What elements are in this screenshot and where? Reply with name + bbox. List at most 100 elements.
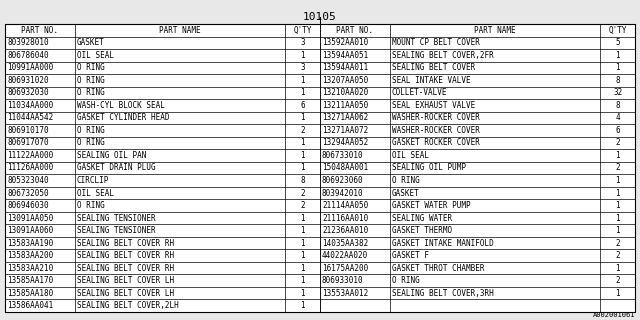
Text: 6: 6 <box>616 126 620 135</box>
Text: SEALING BELT COVER LH: SEALING BELT COVER LH <box>77 276 174 285</box>
Text: 13271AA072: 13271AA072 <box>322 126 368 135</box>
Text: 806933010: 806933010 <box>322 276 364 285</box>
Text: SEALING WATER: SEALING WATER <box>392 213 452 223</box>
Text: 1: 1 <box>616 226 620 235</box>
Text: GASKET: GASKET <box>392 188 420 197</box>
Text: 1: 1 <box>300 264 305 273</box>
Text: 15048AA001: 15048AA001 <box>322 164 368 172</box>
Text: SEALING BELT COVER,2LH: SEALING BELT COVER,2LH <box>77 301 179 310</box>
Text: 8: 8 <box>616 101 620 110</box>
Text: GASKET: GASKET <box>77 38 105 47</box>
Text: 13091AA060: 13091AA060 <box>7 226 53 235</box>
Text: 805323040: 805323040 <box>7 176 49 185</box>
Text: Q'TY: Q'TY <box>293 26 312 35</box>
Text: 13586AA041: 13586AA041 <box>7 301 53 310</box>
Text: 8: 8 <box>616 76 620 85</box>
Text: SEALING TENSIONER: SEALING TENSIONER <box>77 226 156 235</box>
Text: SEALING OIL PAN: SEALING OIL PAN <box>77 151 147 160</box>
Text: 21114AA050: 21114AA050 <box>322 201 368 210</box>
Text: OIL SEAL: OIL SEAL <box>77 188 114 197</box>
Text: 1: 1 <box>300 151 305 160</box>
Text: 806923060: 806923060 <box>322 176 364 185</box>
Text: 14035AA382: 14035AA382 <box>322 239 368 248</box>
Text: O RING: O RING <box>392 176 420 185</box>
Text: MOUNT CP BELT COVER: MOUNT CP BELT COVER <box>392 38 480 47</box>
Text: 1: 1 <box>300 289 305 298</box>
Text: 3: 3 <box>300 63 305 72</box>
Text: 13294AA052: 13294AA052 <box>322 139 368 148</box>
Text: 13583AA200: 13583AA200 <box>7 251 53 260</box>
Text: SEALING BELT COVER: SEALING BELT COVER <box>392 63 475 72</box>
Text: 13594AA051: 13594AA051 <box>322 51 368 60</box>
Text: 32: 32 <box>613 88 622 97</box>
Text: 806946030: 806946030 <box>7 201 49 210</box>
Text: CIRCLIP: CIRCLIP <box>77 176 109 185</box>
Text: 10991AA000: 10991AA000 <box>7 63 53 72</box>
Text: 806733010: 806733010 <box>322 151 364 160</box>
Text: 21116AA010: 21116AA010 <box>322 213 368 223</box>
Text: 21236AA010: 21236AA010 <box>322 226 368 235</box>
Text: GASKET WATER PUMP: GASKET WATER PUMP <box>392 201 470 210</box>
Text: 13210AA020: 13210AA020 <box>322 88 368 97</box>
Text: SEALING BELT COVER,2FR: SEALING BELT COVER,2FR <box>392 51 493 60</box>
Text: 11122AA000: 11122AA000 <box>7 151 53 160</box>
Text: OIL SEAL: OIL SEAL <box>77 51 114 60</box>
Text: 1: 1 <box>616 264 620 273</box>
Text: 803928010: 803928010 <box>7 38 49 47</box>
Text: 1: 1 <box>300 113 305 123</box>
Text: SEALING OIL PUMP: SEALING OIL PUMP <box>392 164 466 172</box>
Text: 1: 1 <box>616 51 620 60</box>
Text: O RING: O RING <box>77 88 105 97</box>
Text: 1: 1 <box>300 164 305 172</box>
Text: PART NAME: PART NAME <box>159 26 201 35</box>
Text: 1: 1 <box>300 51 305 60</box>
Text: 11126AA000: 11126AA000 <box>7 164 53 172</box>
Text: GASKET THROT CHAMBER: GASKET THROT CHAMBER <box>392 264 484 273</box>
Text: PART NO.: PART NO. <box>337 26 374 35</box>
Text: 1: 1 <box>616 63 620 72</box>
Text: 8: 8 <box>300 176 305 185</box>
Text: 806917070: 806917070 <box>7 139 49 148</box>
Text: SEAL INTAKE VALVE: SEAL INTAKE VALVE <box>392 76 470 85</box>
Text: SEALING BELT COVER,3RH: SEALING BELT COVER,3RH <box>392 289 493 298</box>
Text: GASKET ROCKER COVER: GASKET ROCKER COVER <box>392 139 480 148</box>
Text: 1: 1 <box>616 176 620 185</box>
Text: 2: 2 <box>616 239 620 248</box>
Text: O RING: O RING <box>77 139 105 148</box>
Text: 2: 2 <box>616 164 620 172</box>
Text: 1: 1 <box>616 289 620 298</box>
Text: 1: 1 <box>300 301 305 310</box>
Text: 2: 2 <box>300 201 305 210</box>
Text: SEALING BELT COVER LH: SEALING BELT COVER LH <box>77 289 174 298</box>
Text: 1: 1 <box>300 276 305 285</box>
Text: 806732050: 806732050 <box>7 188 49 197</box>
Text: PART NAME: PART NAME <box>474 26 516 35</box>
Text: 13553AA012: 13553AA012 <box>322 289 368 298</box>
Text: GASKET F: GASKET F <box>392 251 429 260</box>
Text: 3: 3 <box>300 38 305 47</box>
Text: GASKET DRAIN PLUG: GASKET DRAIN PLUG <box>77 164 156 172</box>
Text: WASHER-ROCKER COVER: WASHER-ROCKER COVER <box>392 113 480 123</box>
Text: 13585AA180: 13585AA180 <box>7 289 53 298</box>
Text: 13594AA011: 13594AA011 <box>322 63 368 72</box>
Text: 803942010: 803942010 <box>322 188 364 197</box>
Text: 13583AA190: 13583AA190 <box>7 239 53 248</box>
Text: 2: 2 <box>616 139 620 148</box>
Text: COLLET-VALVE: COLLET-VALVE <box>392 88 447 97</box>
Text: A002001061: A002001061 <box>593 312 635 318</box>
Text: 13271AA062: 13271AA062 <box>322 113 368 123</box>
Text: 806931020: 806931020 <box>7 76 49 85</box>
Text: WASH-CYL BLOCK SEAL: WASH-CYL BLOCK SEAL <box>77 101 165 110</box>
Text: 6: 6 <box>300 101 305 110</box>
Text: 16175AA200: 16175AA200 <box>322 264 368 273</box>
Text: 806932030: 806932030 <box>7 88 49 97</box>
Text: GASKET CYLINDER HEAD: GASKET CYLINDER HEAD <box>77 113 170 123</box>
Text: 1: 1 <box>300 76 305 85</box>
Text: 1: 1 <box>616 201 620 210</box>
Text: 11034AA000: 11034AA000 <box>7 101 53 110</box>
Text: 4: 4 <box>616 113 620 123</box>
Text: 13091AA050: 13091AA050 <box>7 213 53 223</box>
Text: 10105: 10105 <box>303 12 337 22</box>
Text: SEALING BELT COVER RH: SEALING BELT COVER RH <box>77 239 174 248</box>
Text: 2: 2 <box>300 126 305 135</box>
